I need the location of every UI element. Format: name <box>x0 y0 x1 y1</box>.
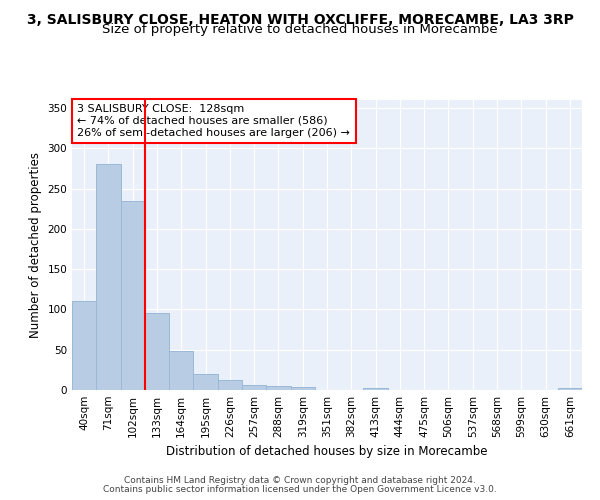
Bar <box>290 387 315 390</box>
Bar <box>558 388 582 390</box>
Bar <box>242 385 266 390</box>
Text: 3 SALISBURY CLOSE:  128sqm
← 74% of detached houses are smaller (586)
26% of sem: 3 SALISBURY CLOSE: 128sqm ← 74% of detac… <box>77 104 350 138</box>
Text: Contains HM Land Registry data © Crown copyright and database right 2024.: Contains HM Land Registry data © Crown c… <box>124 476 476 485</box>
Text: Contains public sector information licensed under the Open Government Licence v3: Contains public sector information licen… <box>103 485 497 494</box>
Bar <box>121 200 145 390</box>
Y-axis label: Number of detached properties: Number of detached properties <box>29 152 42 338</box>
Text: Size of property relative to detached houses in Morecambe: Size of property relative to detached ho… <box>102 22 498 36</box>
Bar <box>193 374 218 390</box>
Bar <box>266 386 290 390</box>
Bar <box>169 350 193 390</box>
Bar <box>72 302 96 390</box>
Bar <box>218 380 242 390</box>
Bar <box>96 164 121 390</box>
Text: 3, SALISBURY CLOSE, HEATON WITH OXCLIFFE, MORECAMBE, LA3 3RP: 3, SALISBURY CLOSE, HEATON WITH OXCLIFFE… <box>26 12 574 26</box>
X-axis label: Distribution of detached houses by size in Morecambe: Distribution of detached houses by size … <box>166 446 488 458</box>
Bar <box>364 388 388 390</box>
Bar <box>145 314 169 390</box>
